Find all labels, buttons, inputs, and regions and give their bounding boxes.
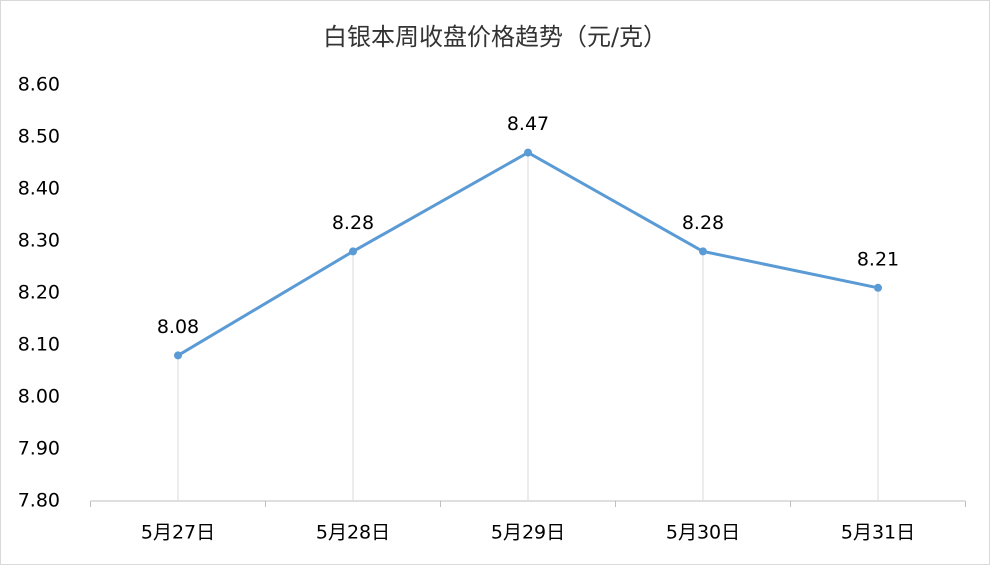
data-label: 8.47 <box>507 113 549 135</box>
x-tick-label: 5月27日 <box>141 522 215 544</box>
y-tick-label: 7.80 <box>18 490 60 512</box>
y-tick-label: 8.60 <box>18 74 60 96</box>
data-label: 8.21 <box>857 248 899 270</box>
x-tick-label: 5月31日 <box>841 522 915 544</box>
y-tick-label: 8.00 <box>18 386 60 408</box>
chart-title: 白银本周收盘价格趋势（元/克） <box>323 23 667 51</box>
data-label: 8.28 <box>332 212 374 234</box>
point <box>874 283 882 292</box>
x-tick-label: 5月28日 <box>316 522 390 544</box>
x-tick-label: 5月29日 <box>491 522 565 544</box>
point <box>699 247 707 256</box>
y-tick-label: 8.30 <box>18 230 60 252</box>
data-label: 8.28 <box>682 212 724 234</box>
y-tick-label: 8.40 <box>18 178 60 200</box>
x-tick-label: 5月30日 <box>666 522 740 544</box>
y-tick-label: 8.20 <box>18 282 60 304</box>
point <box>524 148 532 157</box>
y-tick-label: 7.90 <box>18 438 60 460</box>
y-tick-label: 8.50 <box>18 126 60 148</box>
point <box>174 351 182 360</box>
point <box>349 247 357 256</box>
y-tick-label: 8.10 <box>18 334 60 356</box>
data-label: 8.08 <box>157 316 199 338</box>
